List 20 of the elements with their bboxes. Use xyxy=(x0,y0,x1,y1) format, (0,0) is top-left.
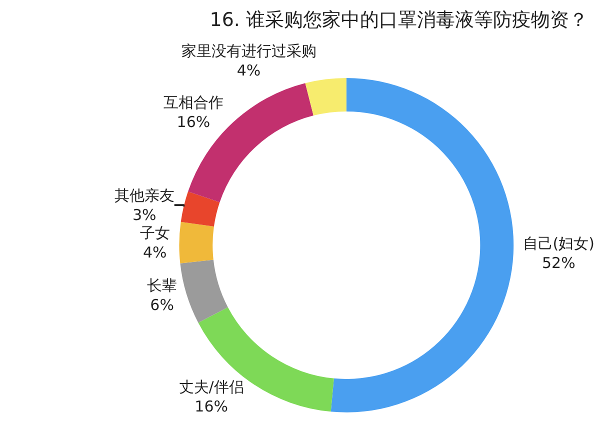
slice-label: 子女 xyxy=(140,224,170,242)
data-label: 16% xyxy=(194,398,228,416)
data-label: 52% xyxy=(542,254,576,272)
data-label: 3% xyxy=(132,206,156,224)
slice-label: 家里没有进行过采购 xyxy=(181,42,316,60)
data-label: 4% xyxy=(236,62,261,80)
data-label: 6% xyxy=(150,296,174,314)
donut-slice xyxy=(180,192,220,227)
slice-label: 互相合作 xyxy=(163,94,224,112)
chart-title: 16. 谁采购您家中的口罩消毒液等防疫物资？ xyxy=(210,9,588,32)
slice-label: 自己(妇女) xyxy=(522,234,595,252)
data-label: 16% xyxy=(176,113,210,132)
donut-slice xyxy=(305,78,346,116)
donut-slice xyxy=(179,222,214,264)
slice-label: 长辈 xyxy=(147,276,178,295)
slice-label: 丈夫/伴侣 xyxy=(178,378,244,396)
donut-slice xyxy=(180,260,228,323)
donut-slice xyxy=(330,78,514,412)
data-label: 4% xyxy=(142,243,167,262)
slice-label: 其他亲友 xyxy=(114,186,174,204)
